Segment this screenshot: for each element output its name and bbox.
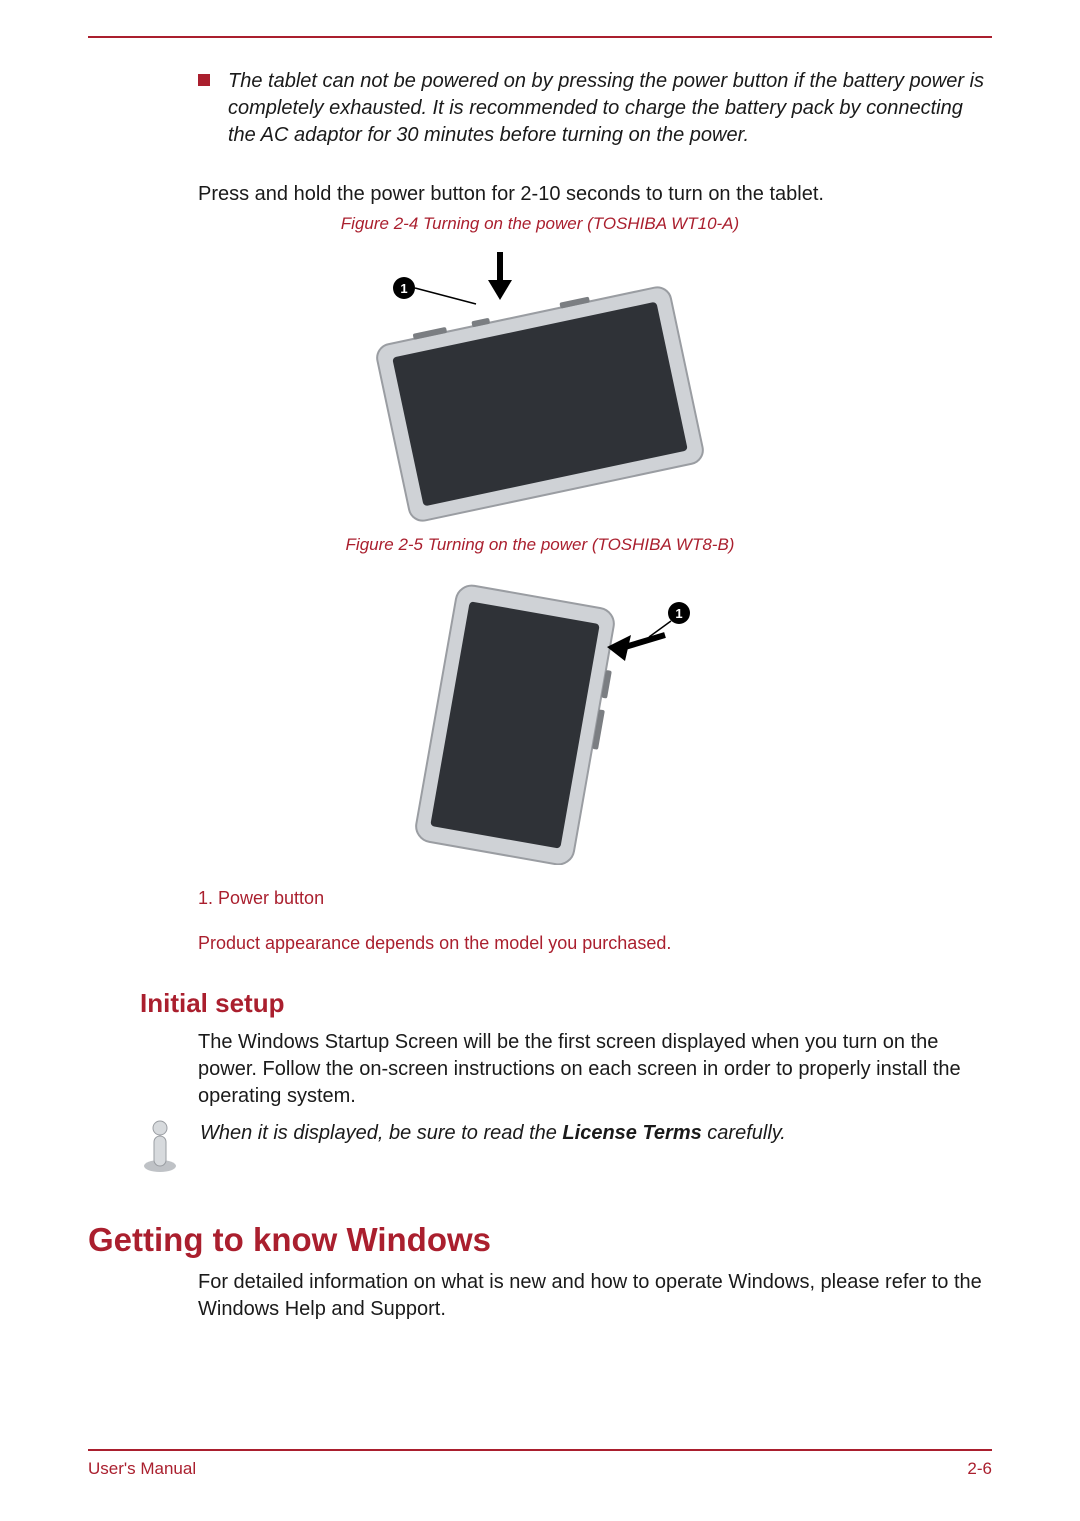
license-text-suffix: carefully. <box>702 1122 786 1144</box>
license-text-prefix: When it is displayed, be sure to read th… <box>200 1122 562 1144</box>
figure-2-4-image: 1 <box>88 244 992 529</box>
press-hold-text: Press and hold the power button for 2-10… <box>198 181 992 208</box>
top-rule <box>88 36 992 38</box>
tablet-wt8b-illustration: 1 <box>375 565 705 865</box>
warning-note: The tablet can not be powered on by pres… <box>198 68 992 149</box>
callout-number: 1 <box>675 606 682 621</box>
arrow-down-icon <box>488 252 512 300</box>
footer-left: User's Manual <box>88 1459 196 1479</box>
arrow-left-icon <box>607 635 665 661</box>
info-icon <box>140 1118 180 1179</box>
figure-2-4-caption: Figure 2-4 Turning on the power (TOSHIBA… <box>88 214 992 234</box>
product-appearance-note: Product appearance depends on the model … <box>198 933 992 954</box>
figure-2-5-image: 1 <box>88 565 992 870</box>
getting-to-know-windows-body: For detailed information on what is new … <box>198 1269 992 1323</box>
initial-setup-heading: Initial setup <box>140 988 992 1019</box>
page: The tablet can not be powered on by pres… <box>0 0 1080 1521</box>
getting-to-know-windows-heading: Getting to know Windows <box>88 1221 992 1259</box>
square-bullet-icon <box>198 74 210 86</box>
footer-page-number: 2-6 <box>967 1459 992 1479</box>
license-terms-text: When it is displayed, be sure to read th… <box>200 1120 786 1147</box>
license-text-bold: License Terms <box>562 1122 701 1144</box>
initial-setup-body: The Windows Startup Screen will be the f… <box>198 1029 992 1110</box>
callout-number: 1 <box>400 281 407 296</box>
warning-text: The tablet can not be powered on by pres… <box>228 68 992 149</box>
page-footer: User's Manual 2-6 <box>88 1449 992 1479</box>
license-terms-callout: When it is displayed, be sure to read th… <box>140 1120 992 1179</box>
tablet-wt10a-illustration: 1 <box>360 244 720 524</box>
figure-2-5-caption: Figure 2-5 Turning on the power (TOSHIBA… <box>88 535 992 555</box>
footer-rule <box>88 1449 992 1451</box>
power-button-legend: 1. Power button <box>198 888 992 909</box>
